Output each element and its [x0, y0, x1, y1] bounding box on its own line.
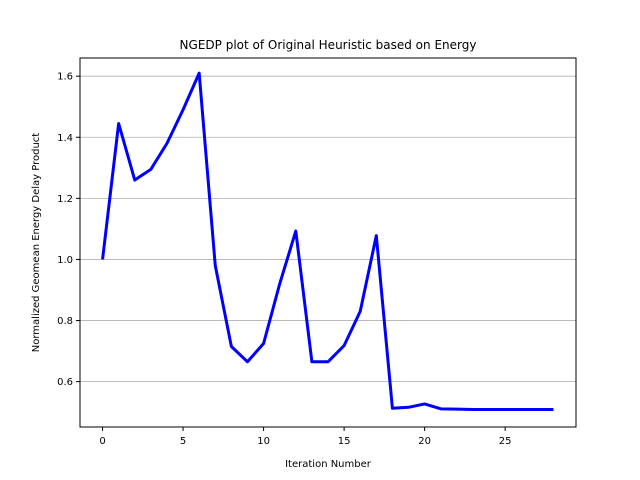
y-axis-label: Normalized Geomean Energy Delay Product: [31, 133, 42, 353]
plot-frame: [79, 57, 577, 428]
x-tick-label: 10: [257, 436, 270, 447]
x-tick-label: 0: [99, 436, 105, 447]
y-tick-label: 1.4: [57, 133, 73, 144]
y-axis-ticks: 0.6 0.8 1.0 1.2 1.4 1.6: [57, 72, 80, 388]
x-tick-label: 5: [180, 436, 186, 447]
y-tick-label: 0.8: [57, 316, 73, 327]
x-tick-label: 15: [338, 436, 351, 447]
y-tick-label: 1.2: [57, 194, 73, 205]
y-tick-label: 0.6: [57, 377, 73, 388]
chart-title: NGEDP plot of Original Heuristic based o…: [180, 38, 477, 52]
y-tick-label: 1.6: [57, 72, 73, 83]
x-tick-label: 25: [499, 436, 512, 447]
x-axis-ticks: 0 5 10 15 20 25: [99, 427, 512, 447]
series-group: [101, 71, 554, 411]
x-axis-label: Iteration Number: [285, 459, 372, 470]
y-tick-label: 1.0: [57, 255, 73, 266]
grid-lines: [80, 75, 576, 383]
x-tick-label: 20: [418, 436, 431, 447]
series-line: [101, 71, 554, 411]
